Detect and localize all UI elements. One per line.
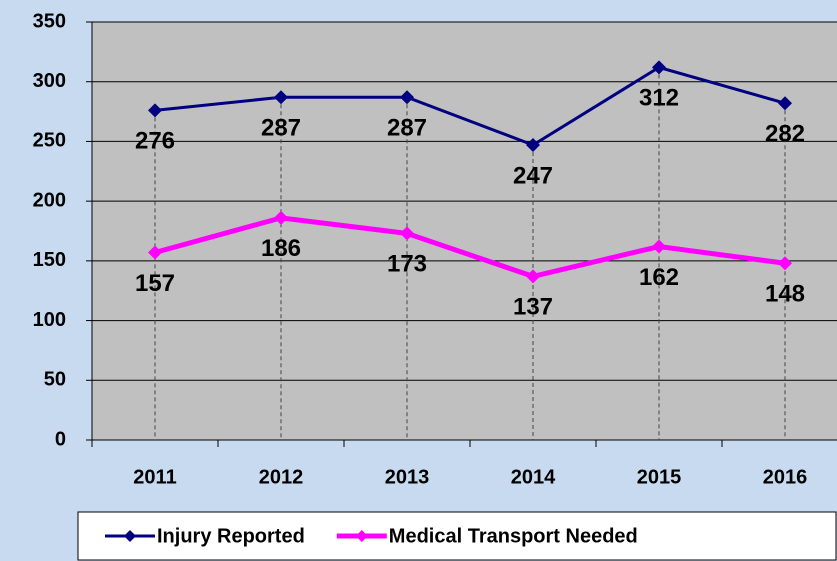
legend-label: Injury Reported — [157, 525, 305, 547]
x-tick-label: 2012 — [259, 466, 304, 488]
marker — [274, 90, 288, 105]
marker — [778, 96, 792, 111]
x-tick-label: 2011 — [133, 466, 176, 488]
y-tick-label: 300 — [33, 70, 66, 92]
data-label: 157 — [135, 270, 175, 297]
legend-label: Medical Transport Needed — [389, 525, 638, 547]
y-tick-label: 250 — [33, 130, 66, 152]
marker — [652, 60, 666, 75]
marker — [526, 269, 540, 284]
plot-area — [92, 22, 837, 440]
marker — [148, 245, 162, 260]
marker — [274, 210, 288, 225]
marker — [652, 239, 666, 254]
legend-marker — [124, 530, 136, 542]
y-tick-label: 50 — [44, 369, 66, 391]
x-tick-label: 2016 — [763, 466, 808, 488]
data-label: 186 — [261, 235, 301, 262]
data-label: 312 — [639, 85, 679, 112]
y-tick-label: 200 — [33, 189, 66, 211]
y-tick-label: 0 — [55, 428, 66, 450]
data-label: 173 — [387, 251, 427, 278]
y-tick-label: 350 — [33, 10, 66, 32]
data-label: 148 — [765, 281, 805, 308]
marker — [400, 226, 414, 241]
marker — [400, 90, 414, 105]
x-tick-label: 2014 — [511, 466, 556, 488]
y-tick-label: 100 — [33, 309, 66, 331]
legend-box — [77, 511, 837, 561]
marker — [526, 138, 540, 153]
data-label: 162 — [639, 264, 679, 291]
marker — [148, 103, 162, 118]
data-label: 287 — [387, 115, 427, 142]
data-label: 276 — [135, 128, 175, 155]
data-label: 137 — [513, 294, 553, 321]
x-tick-label: 2015 — [637, 466, 682, 488]
series-line — [154, 65, 786, 147]
data-label: 287 — [261, 115, 301, 142]
legend-marker — [355, 530, 368, 542]
marker — [778, 256, 792, 271]
data-label: 247 — [513, 162, 553, 189]
y-tick-label: 150 — [33, 249, 66, 271]
data-label: 282 — [765, 121, 805, 148]
x-tick-label: 2013 — [385, 466, 430, 488]
series-line — [154, 215, 786, 279]
